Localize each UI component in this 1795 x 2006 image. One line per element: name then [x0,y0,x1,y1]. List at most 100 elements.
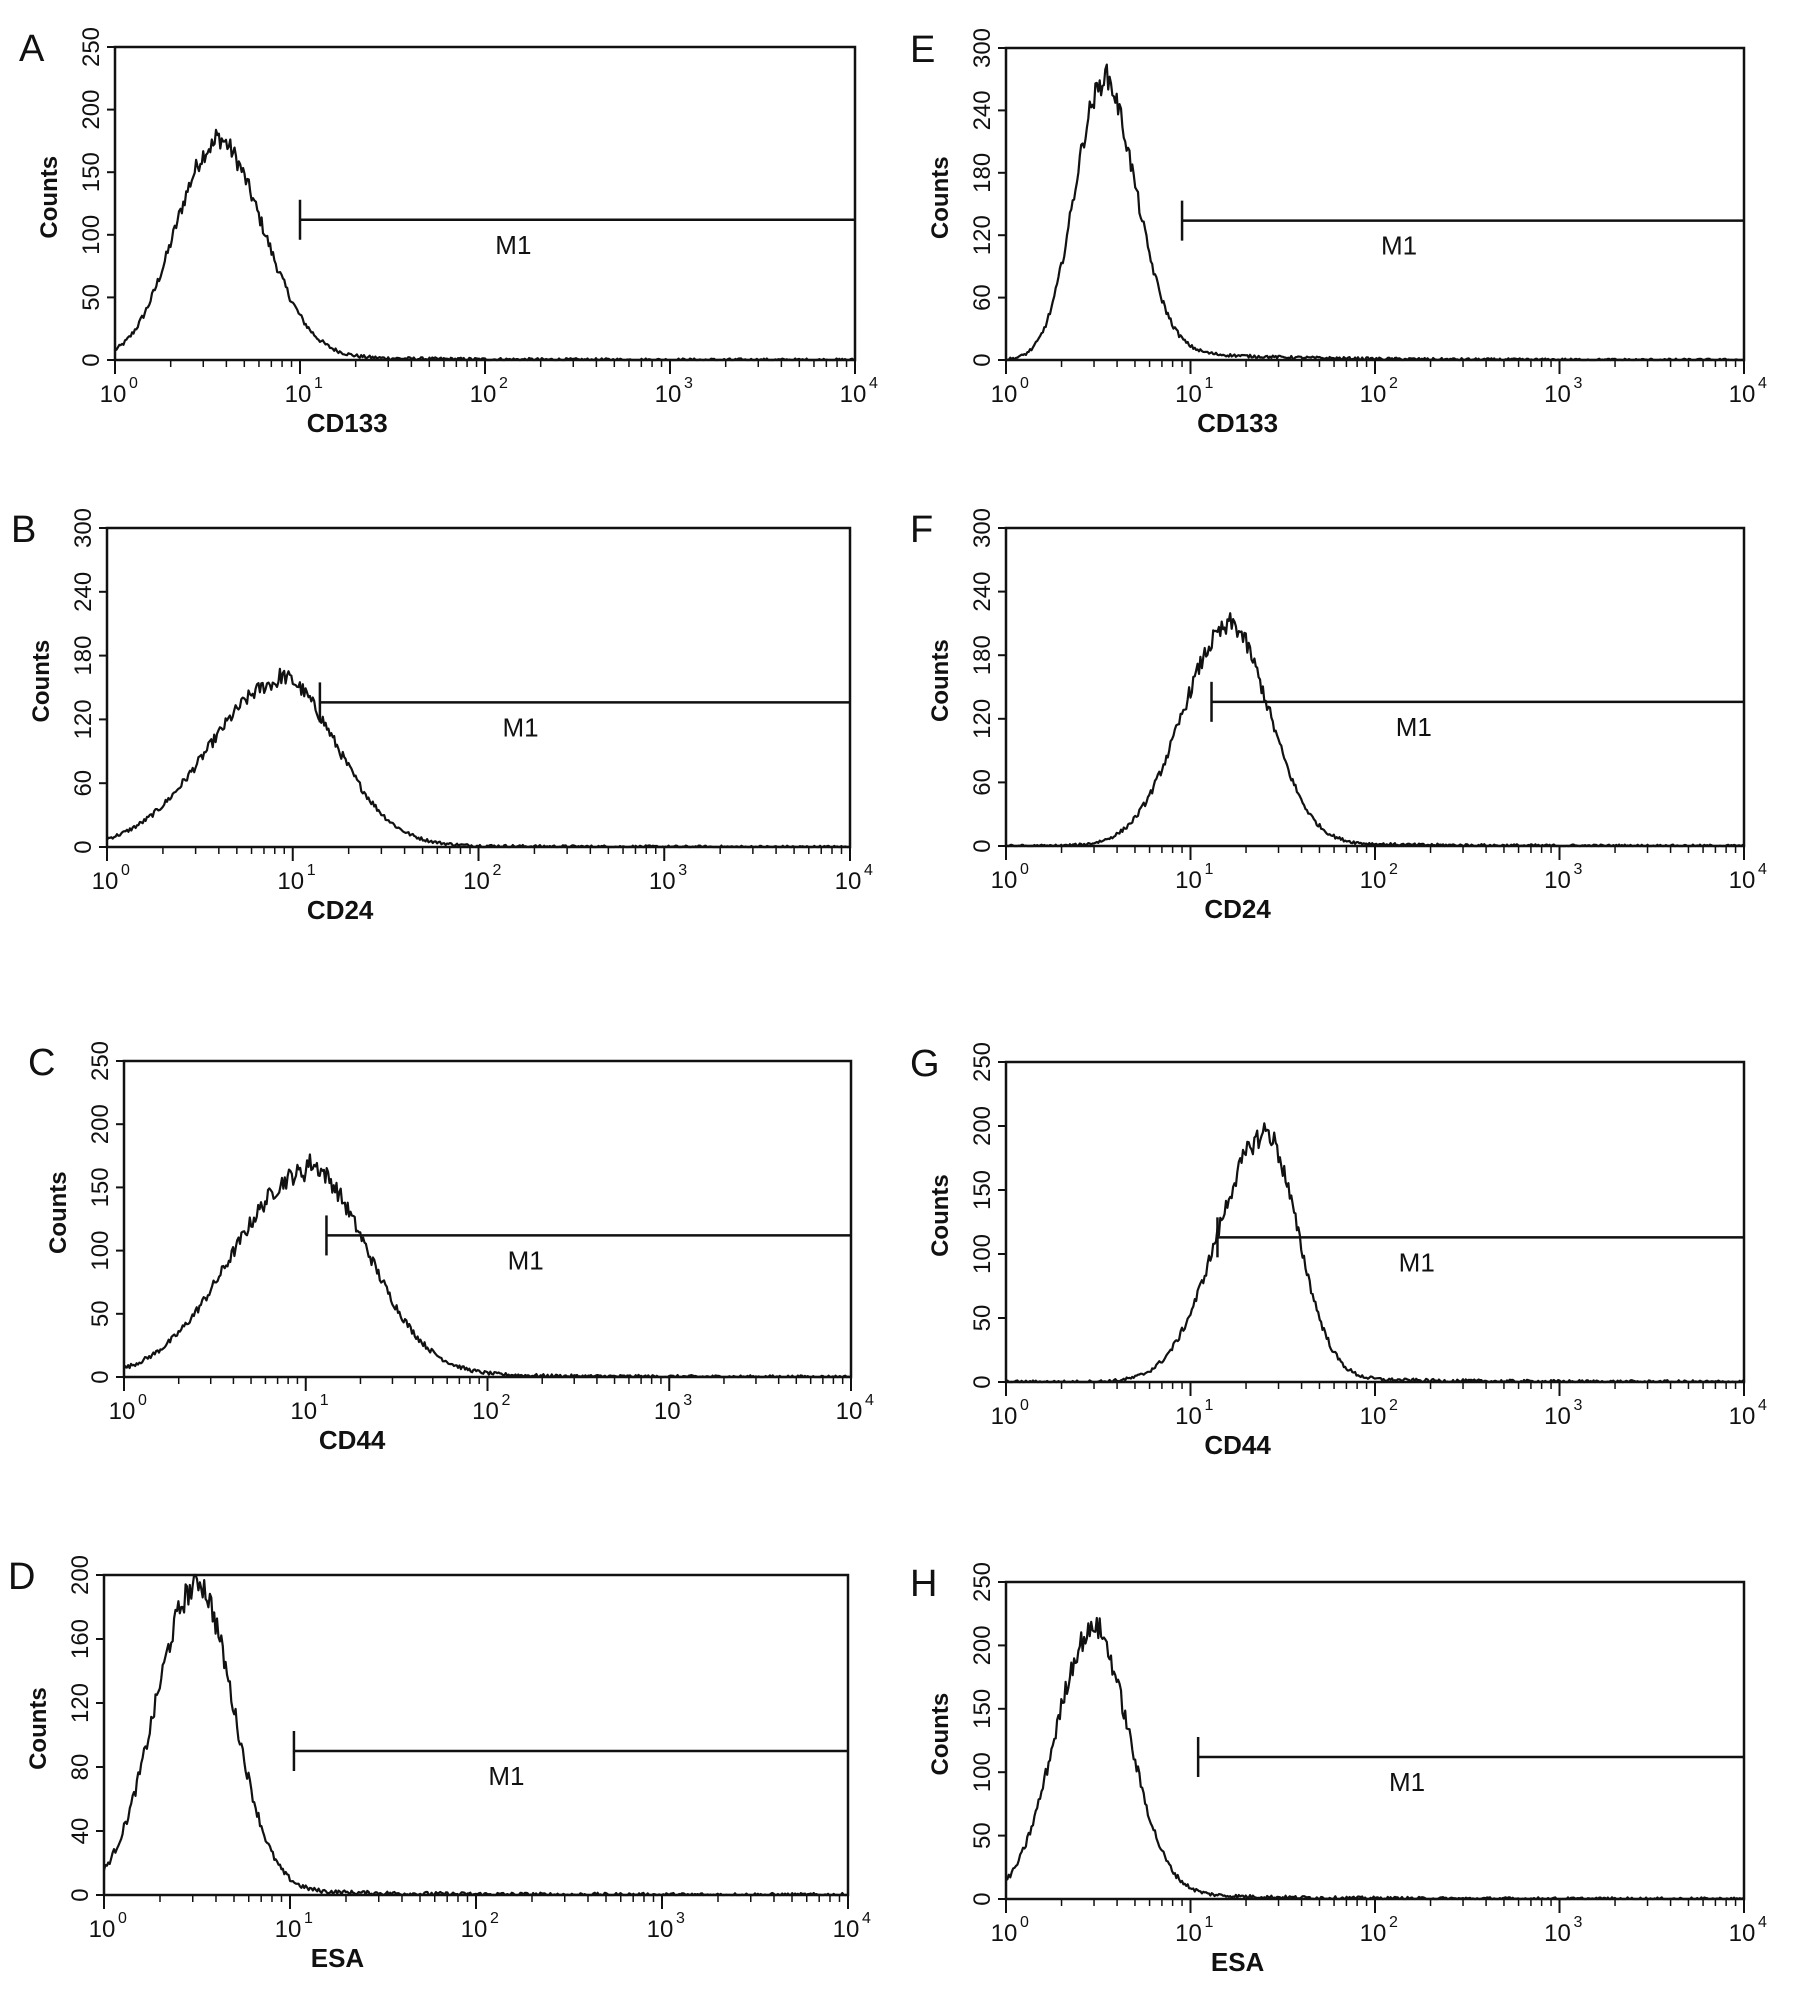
x-tick-exponent: 0 [1020,375,1029,392]
x-tick-label: 10 [1544,1920,1571,1947]
panel-letter: F [910,509,933,551]
x-tick-exponent: 3 [676,1910,685,1927]
x-tick-exponent: 4 [864,862,873,879]
x-tick-label: 10 [991,1403,1018,1430]
x-tick-exponent: 1 [307,862,316,879]
x-tick-label: 10 [835,868,862,895]
y-tick-label: 200 [78,90,105,130]
y-tick-label: 120 [969,215,996,255]
y-tick-label: 200 [969,1106,996,1146]
y-axis-title: Counts [28,640,55,723]
x-tick-exponent: 4 [862,1910,871,1927]
x-tick-label: 10 [991,867,1018,894]
x-tick-exponent: 0 [1020,861,1029,878]
plot-frame [1004,1580,1746,1901]
y-tick-label: 150 [969,1170,996,1210]
x-tick-exponent: 1 [320,1392,329,1409]
histogram-line [123,1153,852,1379]
y-tick-label: 150 [87,1167,114,1207]
x-tick-exponent: 4 [1758,375,1767,392]
y-tick-label: 120 [969,699,996,739]
y-tick-label: 250 [969,1562,996,1602]
y-tick-label: 250 [87,1041,114,1081]
x-tick-exponent: 3 [1574,1914,1583,1931]
y-tick-label: 50 [78,284,105,311]
x-tick-label: 10 [290,1398,317,1425]
y-axis-title: Counts [927,156,954,239]
y-tick-label: 150 [78,152,105,192]
y-tick-label: 50 [87,1300,114,1327]
x-tick-label: 10 [649,868,676,895]
x-tick-label: 10 [1175,867,1202,894]
histogram-line [1005,63,1745,362]
y-tick-label: 0 [969,839,996,852]
y-tick-label: 50 [969,1822,996,1849]
x-tick-exponent: 0 [118,1910,127,1927]
marker-label: M1 [1389,1767,1425,1797]
marker-label: M1 [495,230,531,260]
y-axis-title: Counts [45,1171,72,1254]
x-tick-label: 10 [1360,1920,1387,1947]
x-tick-exponent: 4 [869,375,878,392]
y-tick-label: 50 [969,1305,996,1332]
y-tick-label: 300 [70,508,97,548]
panel-letter: B [11,509,36,551]
x-tick-label: 10 [1360,381,1387,408]
histogram-line [102,1573,848,1897]
x-tick-exponent: 4 [1758,1914,1767,1931]
y-tick-label: 160 [67,1619,94,1659]
x-tick-exponent: 3 [678,862,687,879]
x-tick-exponent: 2 [1389,1397,1398,1414]
y-tick-label: 240 [969,90,996,130]
y-tick-label: 180 [969,635,996,675]
x-tick-exponent: 2 [490,1910,499,1927]
x-tick-label: 10 [100,381,127,408]
y-tick-label: 60 [70,770,97,797]
x-tick-label: 10 [1360,1403,1387,1430]
y-tick-label: 120 [67,1683,94,1723]
x-tick-label: 10 [1360,867,1387,894]
y-axis-title: Counts [927,639,954,722]
y-tick-label: 200 [67,1555,94,1595]
x-tick-label: 10 [1175,1403,1202,1430]
panel-letter: A [19,28,45,70]
y-tick-label: 0 [70,840,97,853]
y-tick-label: 180 [70,636,97,676]
y-axis-title: Counts [927,1174,954,1257]
histogram-line [114,128,856,362]
x-tick-label: 10 [275,1916,302,1943]
x-tick-exponent: 4 [865,1392,874,1409]
x-tick-exponent: 1 [1205,1397,1214,1414]
x-tick-exponent: 1 [304,1910,313,1927]
x-tick-exponent: 3 [683,1392,692,1409]
x-tick-exponent: 2 [1389,375,1398,392]
x-tick-exponent: 0 [129,375,138,392]
plot-frame [1004,1060,1746,1384]
x-axis-title: CD44 [1204,1430,1271,1460]
x-tick-label: 10 [472,1398,499,1425]
x-axis-title: CD24 [1204,894,1271,924]
marker-label: M1 [1399,1247,1435,1277]
x-axis-title: CD44 [319,1425,386,1455]
x-tick-label: 10 [1544,381,1571,408]
y-tick-label: 60 [969,284,996,311]
x-tick-exponent: 1 [1205,375,1214,392]
x-tick-label: 10 [277,868,304,895]
x-tick-label: 10 [991,1920,1018,1947]
plot-frame [113,45,857,362]
y-tick-label: 200 [87,1104,114,1144]
marker-label: M1 [508,1245,544,1275]
x-tick-label: 10 [463,868,490,895]
plot-frame [105,526,852,849]
x-tick-exponent: 2 [493,862,502,879]
y-tick-label: 100 [87,1231,114,1271]
x-tick-exponent: 0 [1020,1397,1029,1414]
y-tick-label: 240 [70,572,97,612]
y-tick-label: 300 [969,28,996,68]
x-tick-label: 10 [1544,1403,1571,1430]
x-tick-exponent: 3 [684,375,693,392]
